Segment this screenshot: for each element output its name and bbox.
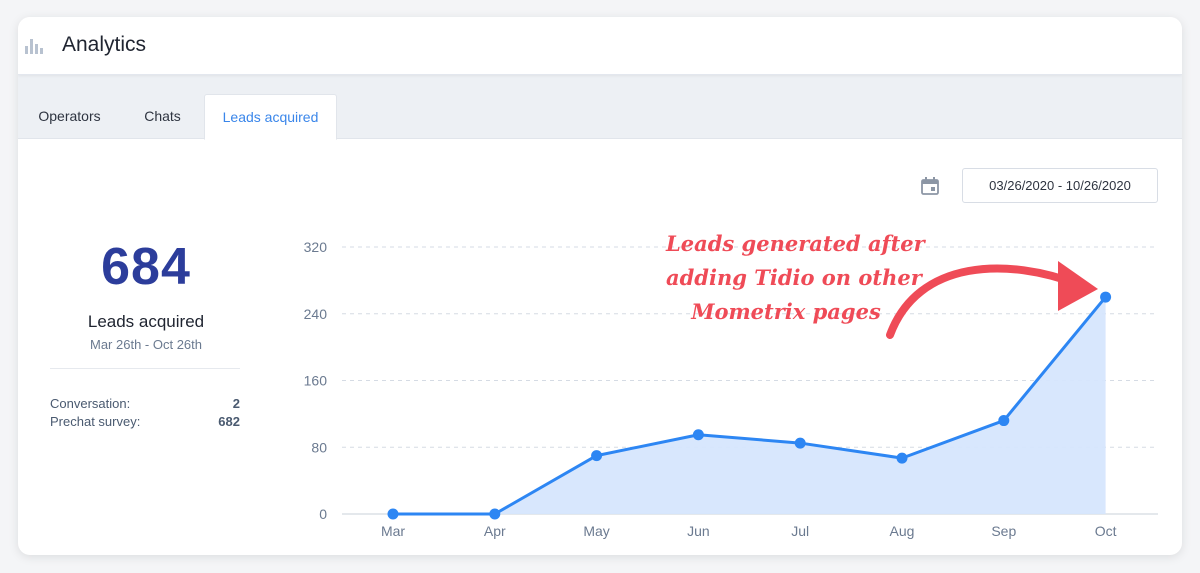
analytics-card: Analytics Operators Chats Leads acquired… bbox=[18, 17, 1182, 555]
stat-value: 2 bbox=[232, 396, 240, 411]
annotation-arrowhead bbox=[1058, 261, 1098, 311]
tab-content: 684 Leads acquired Mar 26th - Oct 26th C… bbox=[18, 139, 1182, 555]
leads-total: 684 bbox=[101, 238, 191, 296]
series-line bbox=[393, 296, 1107, 516]
y-tick-label: 0 bbox=[319, 506, 327, 522]
tab-chats[interactable]: Chats bbox=[144, 108, 181, 124]
y-tick-label: 320 bbox=[304, 239, 328, 255]
data-point bbox=[489, 508, 501, 520]
page-title: Analytics bbox=[62, 33, 147, 56]
x-tick-label: Jul bbox=[791, 523, 809, 539]
y-tick-label: 160 bbox=[304, 373, 328, 389]
chart-annotation: Leads generated after adding Tidio on ot… bbox=[666, 227, 925, 329]
annotation-arrow bbox=[886, 264, 1084, 339]
leads-label: Leads acquired bbox=[87, 312, 205, 331]
summary-panel: 684 Leads acquired Mar 26th - Oct 26th C… bbox=[18, 139, 268, 555]
stat-label: Conversation: bbox=[50, 396, 131, 411]
stat-row-conversation: Conversation: 2 bbox=[50, 396, 240, 411]
data-point bbox=[387, 508, 399, 520]
annotation-line: Leads generated after bbox=[666, 231, 925, 256]
summary-divider bbox=[50, 368, 240, 369]
x-tick-label: Apr bbox=[484, 523, 506, 539]
annotation-line: Mometrix pages bbox=[691, 299, 881, 324]
tab-operators[interactable]: Operators bbox=[38, 108, 101, 124]
stat-value: 682 bbox=[218, 414, 240, 429]
summary-date-range: Mar 26th - Oct 26th bbox=[90, 337, 202, 352]
data-point bbox=[692, 429, 704, 441]
tab-bar: Operators Chats Leads acquired bbox=[18, 75, 1182, 140]
x-tick-label: Mar bbox=[381, 523, 405, 539]
x-tick-label: Aug bbox=[890, 523, 915, 539]
y-tick-label: 80 bbox=[311, 439, 327, 455]
x-tick-label: Oct bbox=[1095, 523, 1117, 539]
data-point bbox=[591, 450, 603, 462]
data-point bbox=[1100, 291, 1112, 303]
data-point bbox=[794, 437, 806, 449]
calendar-icon[interactable] bbox=[920, 176, 940, 196]
date-range-input[interactable]: 03/26/2020 - 10/26/2020 bbox=[962, 168, 1158, 203]
leads-chart: 0 80 160 240 320 Mar Apr May Jun Jul Aug Sep Oct bbox=[304, 239, 1158, 539]
bar-chart-icon bbox=[25, 39, 43, 54]
page-header: Analytics bbox=[18, 17, 1182, 75]
series-area bbox=[393, 297, 1106, 514]
data-point bbox=[998, 415, 1010, 427]
stat-row-prechat-survey: Prechat survey: 682 bbox=[50, 414, 240, 429]
x-tick-label: Sep bbox=[991, 523, 1016, 539]
x-tick-label: May bbox=[583, 523, 609, 539]
tab-leads-acquired[interactable]: Leads acquired bbox=[204, 94, 337, 140]
annotation-line: adding Tidio on other bbox=[666, 265, 922, 290]
x-tick-label: Jun bbox=[687, 523, 710, 539]
stat-label: Prechat survey: bbox=[50, 414, 141, 429]
y-tick-label: 240 bbox=[304, 306, 328, 322]
data-point bbox=[896, 452, 908, 464]
